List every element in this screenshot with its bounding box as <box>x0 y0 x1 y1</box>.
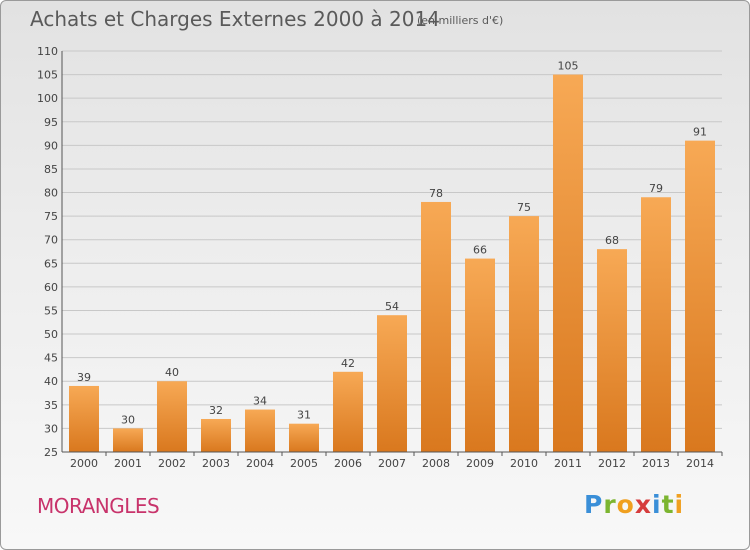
x-tick-label: 2005 <box>290 457 318 470</box>
data-label: 31 <box>297 409 311 422</box>
x-tick-label: 2014 <box>686 457 714 470</box>
y-tick-label: 55 <box>44 304 58 317</box>
x-tick-label: 2006 <box>334 457 362 470</box>
x-tick-label: 2012 <box>598 457 626 470</box>
data-label: 32 <box>209 404 223 417</box>
data-label: 34 <box>253 395 267 408</box>
town-name: MORANGLES <box>37 494 160 518</box>
chart-title: Achats et Charges Externes 2000 à 2014 <box>30 7 440 31</box>
data-label: 79 <box>649 182 663 195</box>
y-tick-label: 45 <box>44 352 58 365</box>
y-tick-label: 90 <box>44 139 58 152</box>
data-label: 75 <box>517 201 531 214</box>
data-label: 40 <box>165 366 179 379</box>
logo-letter: i <box>652 490 662 519</box>
bar-2000 <box>69 385 99 452</box>
y-tick-label: 65 <box>44 257 58 270</box>
y-tick-label: 95 <box>44 116 58 129</box>
y-tick-label: 75 <box>44 210 58 223</box>
x-tick-label: 2013 <box>642 457 670 470</box>
bar-2011 <box>553 74 583 453</box>
bar-2006 <box>333 371 363 452</box>
chart-subtitle: (en milliers d'€) <box>417 14 504 27</box>
y-tick-label: 40 <box>44 375 58 388</box>
x-tick-label: 2000 <box>70 457 98 470</box>
bar-2010 <box>509 216 539 452</box>
x-tick-label: 2008 <box>422 457 450 470</box>
proxiti-logo: Proxiti <box>584 490 684 519</box>
logo-letter: P <box>584 490 604 519</box>
bar-2012 <box>597 249 627 452</box>
data-label: 91 <box>693 126 707 139</box>
y-tick-label: 25 <box>44 446 58 459</box>
data-label: 68 <box>605 234 619 247</box>
x-tick-label: 2007 <box>378 457 406 470</box>
bar-2005 <box>289 423 319 452</box>
y-tick-label: 105 <box>37 69 58 82</box>
y-tick-label: 85 <box>44 163 58 176</box>
logo-letter: r <box>603 490 617 519</box>
y-tick-label: 80 <box>44 187 58 200</box>
bar-2004 <box>245 409 275 452</box>
y-tick-label: 100 <box>37 92 58 105</box>
bar-2007 <box>377 315 407 452</box>
logo-letter: i <box>674 490 685 519</box>
y-tick-label: 110 <box>37 45 58 58</box>
x-tick-label: 2011 <box>554 457 582 470</box>
x-tick-label: 2001 <box>114 457 142 470</box>
x-tick-label: 2002 <box>158 457 186 470</box>
logo-letter: t <box>661 490 675 519</box>
data-label: 78 <box>429 187 443 200</box>
data-label: 66 <box>473 244 487 257</box>
x-tick-label: 2009 <box>466 457 494 470</box>
data-label: 30 <box>121 413 135 426</box>
x-tick-label: 2003 <box>202 457 230 470</box>
bar-2008 <box>421 201 451 452</box>
data-label: 105 <box>558 60 579 73</box>
y-tick-label: 35 <box>44 399 58 412</box>
y-tick-label: 60 <box>44 281 58 294</box>
x-tick-label: 2004 <box>246 457 274 470</box>
x-tick-label: 2010 <box>510 457 538 470</box>
bar-2001 <box>113 428 143 452</box>
bar-2014 <box>685 140 715 452</box>
bar-2009 <box>465 258 495 452</box>
bar-2003 <box>201 418 231 452</box>
y-tick-label: 70 <box>44 234 58 247</box>
data-label: 54 <box>385 300 399 313</box>
logo-letter: o <box>616 490 635 519</box>
bar-2013 <box>641 197 671 452</box>
y-tick-label: 30 <box>44 422 58 435</box>
data-label: 42 <box>341 357 355 370</box>
y-tick-label: 50 <box>44 328 58 341</box>
bar-2002 <box>157 381 187 452</box>
logo-letter: x <box>634 490 652 519</box>
data-label: 39 <box>77 371 91 384</box>
